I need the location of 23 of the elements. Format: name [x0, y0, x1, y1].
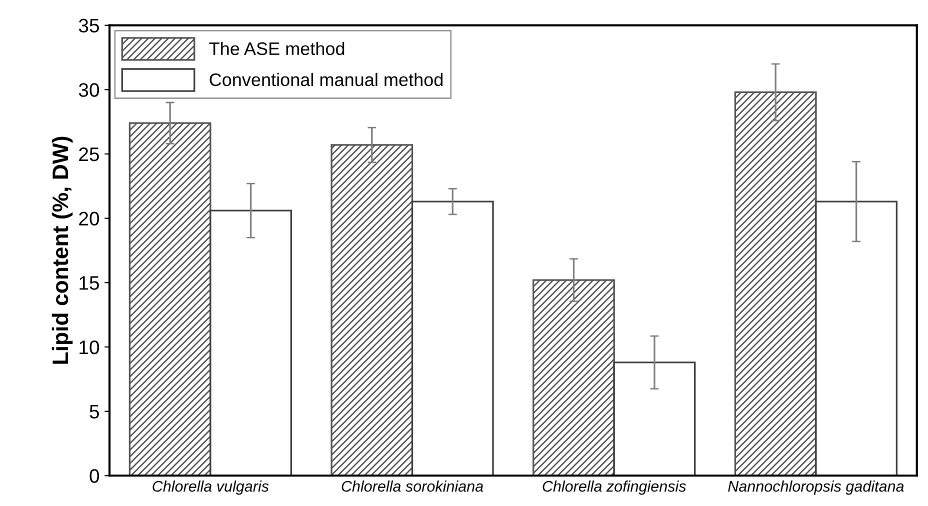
bar — [210, 210, 292, 476]
y-tick-label: 10 — [80, 340, 100, 354]
bar — [815, 200, 898, 476]
y-tick-label: 15 — [80, 276, 99, 290]
bar — [734, 91, 817, 476]
x-tick-label: Chlorella sorokiniana — [342, 480, 484, 492]
bar — [128, 122, 212, 476]
y-tick-label: 0 — [90, 469, 100, 483]
bar — [330, 144, 414, 476]
y-tick-label: 30 — [78, 83, 100, 97]
y-tick-label: 25 — [79, 147, 99, 162]
bar — [411, 200, 494, 476]
x-tick-label: Nannochloropsis gaditana — [728, 480, 904, 495]
y-axis-title: Lipid content (%, DW) — [52, 136, 73, 364]
bar — [613, 362, 696, 476]
y-tick-label: 5 — [90, 404, 99, 419]
legend-label: Conventional manual method — [210, 72, 443, 86]
y-tick-label: 20 — [79, 212, 100, 226]
bar — [532, 279, 615, 476]
legend-label: The ASE method — [209, 42, 344, 56]
y-tick-label: 35 — [78, 18, 99, 33]
x-tick-label: Chlorella vulgaris — [152, 480, 269, 495]
x-tick-label: Chlorella zofingiensis — [542, 480, 686, 495]
